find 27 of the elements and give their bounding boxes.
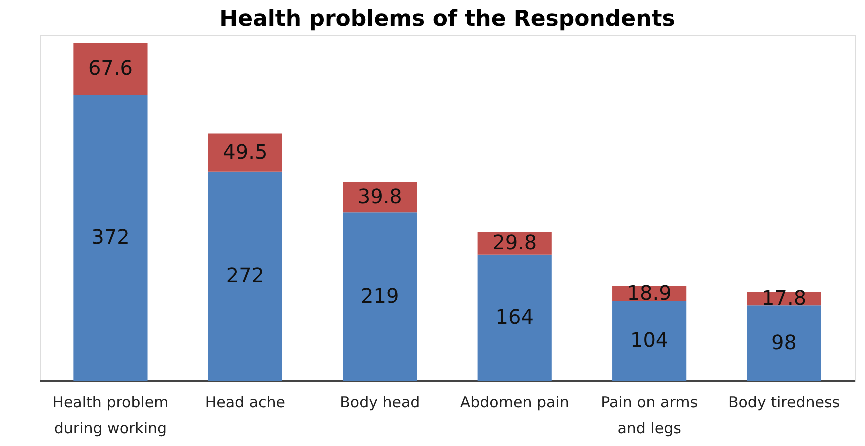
- bar: [208, 134, 282, 172]
- x-tick-label: Head ache: [205, 394, 286, 412]
- x-tick-label: Body head: [340, 394, 420, 412]
- chart-title: Health problems of the Respondents: [220, 7, 676, 32]
- bar: [747, 306, 822, 381]
- data-label: 49.5: [223, 140, 268, 164]
- x-tick-label: Pain on arms and legs: [601, 394, 698, 438]
- data-label: 98: [772, 330, 798, 354]
- data-label: 29.8: [492, 230, 538, 254]
- data-label: 67.6: [88, 56, 133, 80]
- data-label: 39.8: [358, 184, 402, 208]
- bar: [612, 301, 687, 381]
- bar: [343, 212, 418, 381]
- bar: [74, 42, 148, 95]
- data-label: 104: [630, 328, 669, 352]
- data-label: 372: [92, 224, 130, 249]
- x-tick-label: Health problem during working: [52, 394, 169, 438]
- data-label: 272: [226, 263, 265, 288]
- bar: [478, 254, 552, 381]
- bar: [208, 172, 282, 381]
- x-tick-label: Abdomen pain: [460, 394, 570, 412]
- data-label: 219: [361, 284, 400, 308]
- data-label: 164: [496, 304, 534, 329]
- x-tick-label: Body tiredness: [728, 394, 840, 412]
- data-label: 18.9: [627, 280, 672, 305]
- data-label: 17.8: [762, 286, 807, 310]
- bar: [74, 94, 148, 381]
